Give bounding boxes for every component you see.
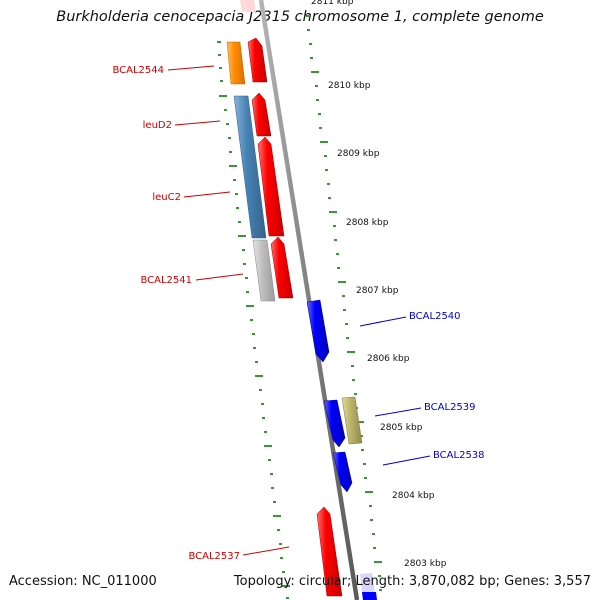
forward-outer-genes[interactable] bbox=[226, 41, 276, 302]
scale-labels: 2810 kbp 2809 kbp 2808 kbp 2807 kbp 2806… bbox=[328, 81, 447, 569]
gene-bcal2541[interactable] bbox=[252, 239, 276, 302]
gene-label: BCAL2544 bbox=[112, 65, 164, 76]
gene-khaki[interactable] bbox=[341, 396, 363, 445]
gene-label: BCAL2539 bbox=[424, 402, 476, 413]
gene-bcal2544[interactable] bbox=[226, 41, 246, 85]
gene-leud2-leuc2[interactable] bbox=[233, 95, 267, 239]
accession-label: Accession: NC_011000 bbox=[9, 574, 157, 589]
gene-label: BCAL2541 bbox=[140, 275, 192, 286]
gene-label: BCAL2540 bbox=[409, 311, 461, 322]
gene-label: leuC2 bbox=[152, 192, 181, 203]
scale-label: 2803 kbp bbox=[404, 559, 447, 569]
gene-arrow-red[interactable] bbox=[257, 136, 285, 237]
label-leaders bbox=[167, 65, 431, 556]
scale-label: 2806 kbp bbox=[367, 354, 410, 364]
reverse-genes[interactable] bbox=[306, 299, 377, 600]
gene-label: leuD2 bbox=[143, 120, 172, 131]
scale-label: 2807 kbp bbox=[356, 286, 399, 296]
gene-bcal2538[interactable] bbox=[332, 451, 353, 493]
genome-summary: Topology: circular; Length: 3,870,082 bp… bbox=[233, 574, 591, 589]
chromosome-backbone bbox=[258, 0, 360, 600]
scale-label: 2804 kbp bbox=[392, 491, 435, 501]
scale-label: 2805 kbp bbox=[380, 423, 423, 433]
forward-inner-genes[interactable] bbox=[247, 37, 343, 597]
gene-label: BCAL2537 bbox=[188, 551, 240, 562]
gene-bcal2539[interactable] bbox=[323, 399, 346, 448]
clipped-forward-gene[interactable] bbox=[240, 0, 256, 12]
forward-gene-labels: BCAL2544 leuD2 leuC2 BCAL2541 BCAL2537 bbox=[112, 65, 240, 562]
gene-arrow-red[interactable] bbox=[270, 236, 294, 299]
reverse-gene-labels: BCAL2540 BCAL2539 BCAL2538 bbox=[409, 311, 485, 461]
gene-arrow-red[interactable] bbox=[247, 37, 268, 83]
gene-arrow-red[interactable] bbox=[251, 92, 272, 137]
left-tick-line bbox=[217, 41, 290, 599]
gene-bcal2540[interactable] bbox=[306, 299, 330, 363]
map-title: Burkholderia cenocepacia J2315 chromosom… bbox=[56, 9, 544, 25]
scale-label: 2810 kbp bbox=[328, 81, 371, 91]
clipped-scale-label: 2811 kbp bbox=[311, 0, 354, 7]
gene-bcal2537[interactable] bbox=[316, 506, 343, 597]
scale-label: 2809 kbp bbox=[337, 149, 380, 159]
scale-label: 2808 kbp bbox=[346, 218, 389, 228]
gene-blue-clipped[interactable] bbox=[362, 592, 377, 600]
gene-label: BCAL2538 bbox=[433, 450, 485, 461]
